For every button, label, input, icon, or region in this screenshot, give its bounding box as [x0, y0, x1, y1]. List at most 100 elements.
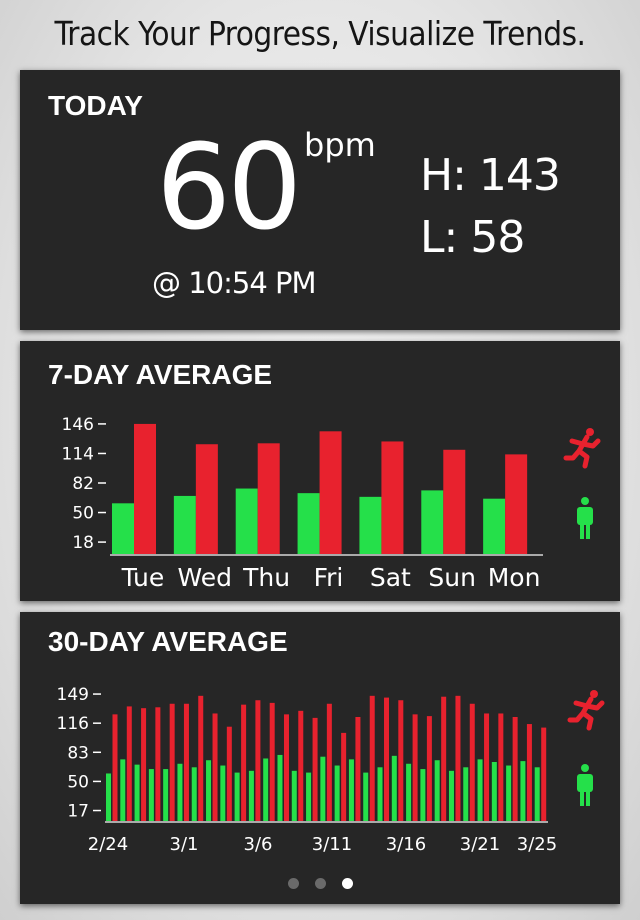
- active-bar: [426, 716, 432, 822]
- resting-bar: [320, 756, 326, 822]
- active-bar: [241, 704, 247, 822]
- active-bar: [455, 695, 461, 822]
- resting-bar: [297, 493, 320, 555]
- resting-bar: [112, 503, 134, 555]
- active-bar: [541, 727, 547, 822]
- resting-bar: [248, 770, 254, 822]
- y-tick-label: 82: [72, 474, 94, 494]
- bpm-unit: bpm: [304, 126, 376, 164]
- active-bar: [441, 696, 447, 822]
- x-tick-label: 3/16: [386, 834, 426, 855]
- resting-bar: [463, 767, 469, 822]
- resting-bar: [334, 765, 340, 822]
- active-bar: [369, 695, 375, 822]
- resting-bar: [391, 755, 397, 822]
- thirty-day-panel[interactable]: 30-DAY AVERAGE 149 116 83 50 17 2/24 3/1 3/6 3/1…: [20, 612, 620, 904]
- active-bar: [257, 443, 280, 555]
- y-tick-label: 50: [72, 504, 94, 524]
- resting-bar: [234, 772, 240, 822]
- x-tick-label: 3/6: [244, 834, 273, 855]
- active-bar: [469, 703, 475, 822]
- x-tick-label: 3/21: [460, 834, 500, 855]
- resting-bar: [106, 773, 111, 822]
- active-bar: [212, 713, 218, 822]
- x-tick-label: 2/24: [88, 834, 128, 855]
- resting-bar: [148, 769, 154, 822]
- active-bar: [505, 454, 528, 555]
- resting-bar: [173, 495, 196, 555]
- active-bar: [195, 444, 218, 555]
- active-bar: [443, 449, 466, 555]
- resting-bar: [206, 760, 212, 822]
- page-dot[interactable]: [341, 878, 353, 889]
- resting-bar: [191, 767, 197, 822]
- resting-bar: [306, 772, 312, 822]
- active-bar: [183, 703, 189, 822]
- thirty-day-chart: 149 116 83 50 17 2/24 3/1 3/6 3/11 3/16 3/21 3/25: [57, 685, 605, 855]
- resting-bar: [448, 770, 454, 822]
- resting-bar: [520, 761, 526, 822]
- x-tick-label: Wed: [178, 563, 233, 592]
- active-bar: [319, 431, 342, 555]
- active-bar: [169, 703, 175, 822]
- active-bar: [198, 695, 204, 822]
- running-person-icon: [567, 690, 605, 731]
- x-tick-label: 3/1: [170, 834, 199, 855]
- seven-day-title: 7-DAY AVERAGE: [48, 359, 273, 390]
- resting-bar: [163, 769, 169, 822]
- active-bar: [326, 703, 332, 822]
- active-bar: [134, 423, 156, 555]
- x-tick-label: Fri: [314, 563, 344, 592]
- standing-person-icon: [577, 764, 593, 806]
- y-tick-label: 50: [67, 772, 89, 792]
- y-tick-label: 149: [57, 685, 89, 705]
- resting-bar: [434, 760, 440, 822]
- headline: Track Your Progress, Visualize Trends.: [54, 14, 586, 53]
- today-title: TODAY: [48, 90, 143, 121]
- active-bar: [312, 717, 318, 822]
- x-tick-label: Sat: [370, 563, 411, 592]
- resting-bar: [420, 769, 426, 822]
- reading-time: @ 10:54 PM: [152, 266, 317, 300]
- resting-bar: [406, 763, 412, 822]
- active-bar: [269, 702, 275, 822]
- running-person-icon: [563, 428, 601, 469]
- active-bar: [381, 441, 404, 555]
- seven-day-chart: 146 114 82 50 18 Tue Wed Thu Fri Sat Sun Mon: [62, 415, 601, 592]
- active-bar: [412, 714, 418, 822]
- today-panel: TODAY 60 bpm @ 10:54 PM H: 143 L: 58: [20, 70, 620, 330]
- resting-bar: [291, 770, 297, 822]
- active-bar: [484, 713, 490, 822]
- x-tick-label: Mon: [488, 563, 541, 592]
- active-bar: [226, 726, 232, 822]
- y-tick-label: 18: [72, 533, 94, 553]
- resting-bar: [377, 767, 383, 822]
- y-tick-label: 116: [57, 714, 89, 734]
- thirty-day-title: 30-DAY AVERAGE: [48, 626, 288, 657]
- seven-day-panel: 7-DAY AVERAGE 146 114 82 50 18 Tue Wed Thu Fri Sa…: [20, 341, 620, 601]
- page-dot[interactable]: [314, 878, 326, 889]
- active-bar: [141, 708, 147, 822]
- resting-bar: [359, 496, 382, 555]
- page-dot[interactable]: [287, 878, 299, 889]
- active-bar: [298, 710, 304, 822]
- resting-bar: [120, 759, 126, 822]
- x-tick-label: 3/11: [312, 834, 352, 855]
- y-tick-label: 83: [67, 743, 89, 763]
- active-bar: [512, 717, 518, 822]
- active-bar: [255, 700, 261, 822]
- active-bar: [355, 717, 361, 822]
- resting-bar: [177, 763, 183, 822]
- resting-bar: [277, 754, 283, 822]
- resting-bar: [263, 758, 269, 822]
- page-indicator[interactable]: [20, 876, 620, 894]
- resting-bar: [235, 488, 258, 555]
- current-bpm-value: 60: [156, 118, 302, 256]
- active-bar: [155, 707, 161, 822]
- active-bar: [384, 697, 390, 822]
- active-bar: [341, 732, 347, 822]
- x-tick-label: Tue: [121, 563, 165, 592]
- resting-bar: [348, 759, 354, 822]
- resting-bar: [491, 762, 497, 822]
- y-tick-label: 114: [62, 444, 94, 464]
